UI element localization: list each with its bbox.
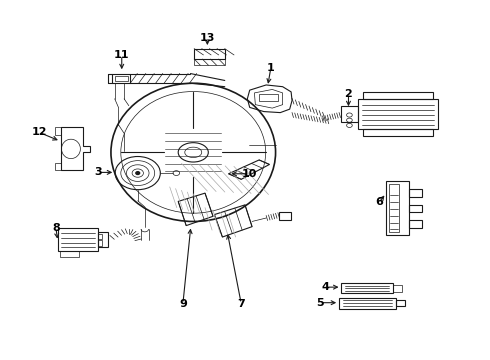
Text: 11: 11 — [114, 50, 129, 60]
Bar — [58, 228, 98, 251]
Bar — [194, 49, 225, 59]
Bar — [393, 285, 402, 292]
Bar — [409, 220, 422, 228]
Bar — [342, 283, 393, 293]
Text: 1: 1 — [267, 63, 275, 73]
Bar — [342, 107, 358, 122]
Bar — [55, 127, 61, 135]
Text: 10: 10 — [242, 169, 257, 179]
Bar — [389, 184, 399, 232]
Bar — [363, 92, 433, 99]
Bar — [112, 73, 130, 83]
Text: 2: 2 — [344, 89, 352, 99]
Text: 5: 5 — [317, 298, 324, 308]
Bar — [339, 297, 395, 309]
Bar — [98, 232, 108, 247]
Bar — [98, 234, 102, 239]
Bar — [98, 240, 102, 246]
Bar — [363, 129, 433, 136]
Text: 12: 12 — [31, 127, 47, 137]
Text: 7: 7 — [237, 299, 245, 309]
Bar — [395, 300, 405, 306]
Bar — [115, 76, 128, 81]
Bar — [55, 163, 61, 170]
Bar — [386, 181, 409, 235]
Text: 4: 4 — [322, 282, 330, 292]
Circle shape — [136, 172, 140, 175]
Bar — [259, 94, 278, 101]
Text: 9: 9 — [179, 299, 187, 309]
Bar — [358, 99, 438, 129]
Text: 3: 3 — [95, 167, 102, 177]
Bar — [60, 251, 79, 257]
Text: 8: 8 — [52, 223, 60, 233]
Text: 6: 6 — [375, 198, 383, 207]
Bar — [194, 59, 225, 65]
Bar — [409, 189, 422, 197]
Text: 13: 13 — [200, 33, 215, 43]
Bar — [279, 212, 291, 220]
Bar — [409, 204, 422, 212]
